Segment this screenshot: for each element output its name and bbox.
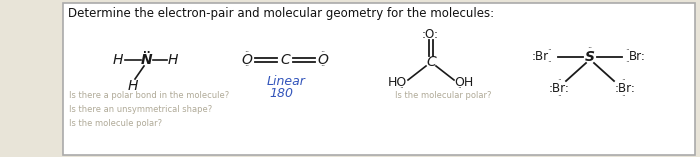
Text: ··: ·· — [558, 92, 562, 101]
Text: ··: ·· — [400, 84, 405, 94]
Text: ··: ·· — [626, 59, 631, 68]
Text: ··: ·· — [456, 84, 461, 94]
Text: ··: ·· — [587, 44, 593, 54]
Text: H: H — [113, 53, 123, 67]
Text: Is the molecular polar?: Is the molecular polar? — [395, 90, 491, 100]
Text: ··: ·· — [558, 76, 562, 86]
Text: ··: ·· — [244, 49, 250, 57]
Text: ··: ·· — [626, 46, 631, 56]
Text: Is there a polar bond in the molecule?: Is there a polar bond in the molecule? — [69, 90, 230, 100]
Text: H: H — [128, 79, 138, 93]
Text: :Br:: :Br: — [549, 82, 569, 95]
FancyBboxPatch shape — [63, 3, 695, 155]
Text: :O:: :O: — [421, 27, 438, 41]
Text: OH: OH — [454, 76, 474, 89]
Text: :Br:: :Br: — [615, 82, 636, 95]
Text: H: H — [168, 53, 178, 67]
Text: HO: HO — [387, 76, 407, 89]
Text: :Br: :Br — [531, 51, 549, 63]
Text: Is the molecule polar?: Is the molecule polar? — [69, 119, 162, 127]
Text: ··: ·· — [321, 49, 326, 57]
Text: Is there an unsymmetrical shape?: Is there an unsymmetrical shape? — [69, 105, 212, 114]
Text: Br:: Br: — [629, 51, 645, 63]
Text: ··: ·· — [321, 62, 326, 71]
Text: S: S — [585, 50, 595, 64]
Text: ··: ·· — [622, 92, 626, 101]
Text: Determine the electron-pair and molecular geometry for the molecules:: Determine the electron-pair and molecula… — [68, 7, 494, 20]
Text: O: O — [318, 53, 328, 67]
Text: ··: ·· — [547, 46, 552, 56]
Text: 180: 180 — [269, 87, 293, 100]
Text: N: N — [141, 53, 153, 67]
Text: ··: ·· — [622, 76, 626, 86]
Text: C: C — [426, 55, 436, 69]
Text: O: O — [241, 53, 253, 67]
Text: C: C — [280, 53, 290, 67]
Text: ··: ·· — [144, 48, 150, 58]
Text: ··: ·· — [547, 59, 552, 68]
Text: ··: ·· — [244, 62, 250, 71]
Text: Linear: Linear — [267, 75, 306, 88]
